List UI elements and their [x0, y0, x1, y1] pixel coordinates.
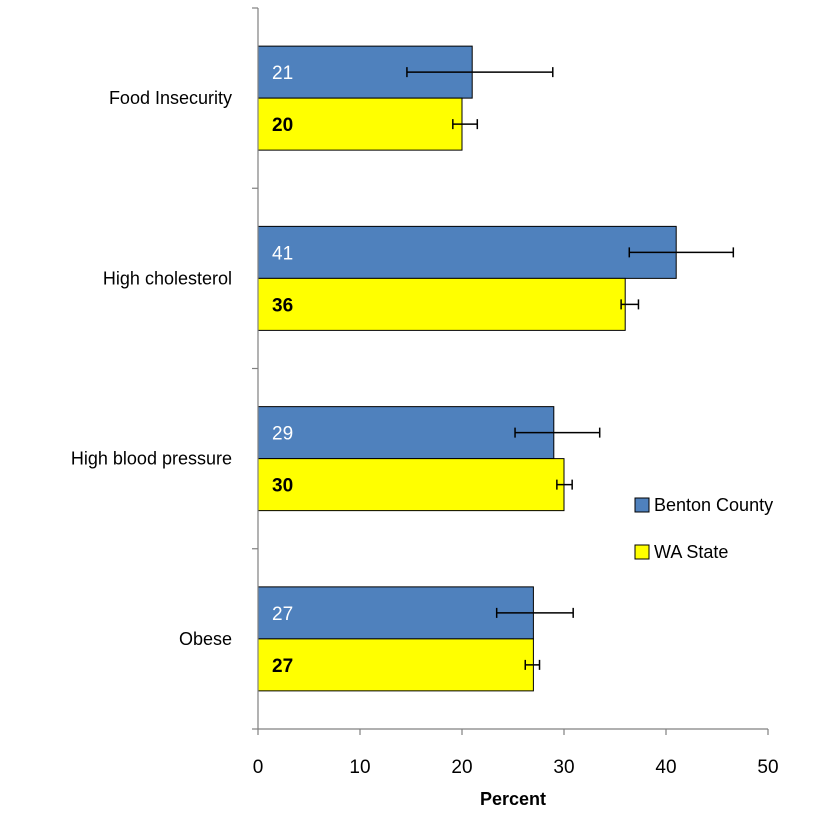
value-labels-layer: 21 20 41 36 29 30 27 27: [272, 63, 293, 677]
value-label: 29: [272, 424, 293, 445]
bar-wa-state: [257, 638, 534, 692]
legend: Benton County WA State: [634, 495, 773, 562]
bar-benton-county: [257, 225, 677, 279]
value-label: 30: [272, 476, 293, 497]
bar-wa-state: [257, 458, 565, 512]
legend-label-benton: Benton County: [654, 495, 773, 515]
y-axis-ticks: [252, 7, 258, 730]
legend-label-wa: WA State: [654, 542, 728, 562]
category-labels: Food Insecurity High cholesterol High bloo…: [71, 88, 232, 649]
x-tick-label: 20: [451, 757, 472, 778]
x-tick-label: 10: [349, 757, 370, 778]
x-tick-label: 40: [655, 757, 676, 778]
x-axis-label: Percent: [480, 789, 546, 809]
category-label: High cholesterol: [103, 268, 232, 288]
value-label: 41: [272, 243, 293, 264]
value-label: 20: [272, 115, 293, 136]
category-label: High blood pressure: [71, 449, 232, 469]
x-tick-label: 0: [253, 757, 264, 778]
value-label: 21: [272, 63, 293, 84]
x-axis-ticks: 0 10 20 30 40 50: [253, 729, 779, 778]
legend-swatch-wa: [634, 544, 650, 560]
category-label: Obese: [179, 629, 232, 649]
y-axis: [252, 7, 259, 730]
x-tick-label: 50: [757, 757, 778, 778]
legend-swatch-benton: [634, 497, 650, 513]
x-tick-label: 30: [553, 757, 574, 778]
value-label: 27: [272, 604, 293, 625]
bar-benton-county: [257, 406, 555, 460]
bars-layer: [257, 45, 677, 692]
value-label: 27: [272, 656, 293, 677]
x-axis: 0 10 20 30 40 50 Percent: [253, 728, 779, 809]
value-label: 36: [272, 295, 293, 316]
error-bars-layer: [406, 67, 735, 670]
category-label: Food Insecurity: [109, 88, 232, 108]
bar-wa-state: [257, 97, 463, 151]
bar-wa-state: [257, 277, 626, 331]
bar-benton-county: [257, 586, 534, 640]
